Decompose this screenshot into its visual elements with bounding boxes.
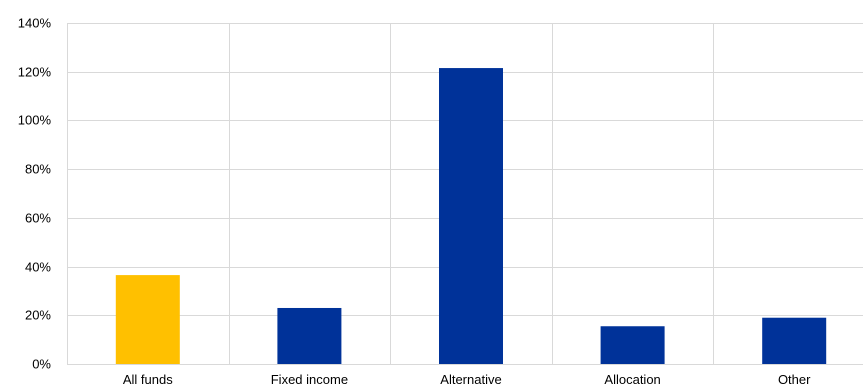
y-tick-label: 140% <box>18 16 52 31</box>
x-category-label: Other <box>778 372 811 387</box>
y-tick-label: 80% <box>25 162 51 177</box>
y-tick-label: 100% <box>18 113 52 128</box>
y-axis-ticks: 0% 20% 40% 60% 80% 100% 120% 140% <box>18 16 52 372</box>
bar <box>439 68 503 364</box>
x-category-label: Allocation <box>604 372 660 387</box>
bar <box>115 275 180 364</box>
x-category-label: Alternative <box>440 372 501 387</box>
y-tick-label: 20% <box>25 308 51 323</box>
x-category-label: All funds <box>123 372 173 387</box>
bar <box>277 307 342 364</box>
y-tick-label: 40% <box>25 260 51 275</box>
y-tick-label: 0% <box>32 357 51 372</box>
bar <box>600 326 665 364</box>
chart-bars <box>115 68 827 364</box>
x-axis-labels: All funds Fixed income Alternative Allocati… <box>123 372 811 387</box>
y-tick-label: 120% <box>18 65 52 80</box>
x-category-label: Fixed income <box>271 372 348 387</box>
bar <box>762 317 827 364</box>
y-tick-label: 60% <box>25 211 51 226</box>
